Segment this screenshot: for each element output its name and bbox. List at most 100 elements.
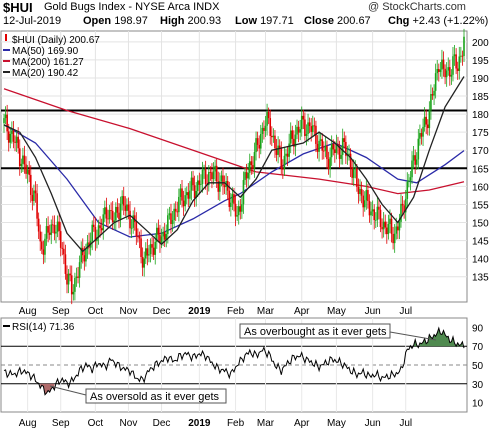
candle-body bbox=[55, 231, 57, 234]
candle-body bbox=[86, 242, 89, 250]
candle-body bbox=[379, 209, 382, 228]
candle-body bbox=[411, 160, 413, 178]
candle-body bbox=[107, 218, 109, 220]
candle-body bbox=[12, 130, 15, 142]
price-x-tick-label: Mar bbox=[257, 306, 275, 317]
candle-body bbox=[422, 126, 424, 137]
candle-body bbox=[181, 188, 183, 201]
oversold-callout-arrow bbox=[49, 385, 87, 396]
candle-body bbox=[428, 110, 431, 129]
candle-body bbox=[6, 114, 8, 132]
candle-body bbox=[170, 213, 172, 225]
candle-body bbox=[263, 127, 265, 131]
price-grid bbox=[1, 31, 467, 302]
candle-body bbox=[264, 125, 267, 131]
candle-body bbox=[382, 221, 385, 230]
candle-body bbox=[126, 204, 128, 211]
price-tick-label: 185 bbox=[472, 92, 489, 103]
quote-low: Low 197.71 bbox=[235, 15, 294, 27]
candle-body bbox=[163, 231, 166, 240]
candle-body bbox=[261, 127, 264, 134]
price-x-tick-label: Jul bbox=[399, 306, 412, 317]
candle-body bbox=[335, 144, 338, 154]
candle-body bbox=[343, 138, 346, 142]
candle-body bbox=[313, 125, 316, 127]
candle-body bbox=[398, 221, 401, 231]
quote-close-label: Close bbox=[304, 15, 334, 27]
candle-body bbox=[250, 161, 253, 166]
candle-body bbox=[122, 196, 125, 206]
candle-body bbox=[41, 241, 43, 250]
candle-body bbox=[118, 212, 120, 220]
candle-body bbox=[423, 116, 426, 127]
candle-body bbox=[64, 254, 67, 274]
candle-body bbox=[414, 155, 416, 165]
candle-body bbox=[412, 155, 415, 161]
price-x-tick-label: Sep bbox=[52, 306, 70, 317]
candle-body bbox=[52, 224, 54, 226]
candle-body bbox=[277, 145, 279, 155]
candle-body bbox=[434, 73, 437, 91]
candle-body bbox=[37, 218, 40, 232]
candle-body bbox=[193, 185, 196, 198]
candle-body bbox=[316, 143, 319, 152]
candle-body bbox=[11, 130, 13, 134]
candle-body bbox=[455, 54, 457, 69]
symbol-title: $HUI bbox=[3, 0, 33, 15]
candle-body bbox=[63, 248, 65, 255]
candle-body bbox=[403, 205, 405, 213]
candle-body bbox=[360, 188, 363, 196]
candle-body bbox=[144, 248, 147, 259]
candle-body bbox=[376, 206, 379, 220]
candle-body bbox=[280, 148, 283, 169]
candle-body bbox=[178, 196, 180, 213]
candle-body bbox=[154, 241, 157, 255]
candle-body bbox=[378, 206, 380, 210]
candle-body bbox=[463, 36, 465, 56]
rsi-grid bbox=[1, 318, 467, 412]
candle-body bbox=[318, 140, 320, 152]
candle-body bbox=[242, 180, 245, 205]
candle-body bbox=[31, 194, 34, 201]
candle-body bbox=[228, 190, 231, 207]
index-name: Gold Bugs Index - NYSE Arca INDX bbox=[44, 1, 220, 13]
candle-body bbox=[345, 141, 347, 156]
candle-body bbox=[100, 228, 103, 231]
quote-open: Open 198.97 bbox=[83, 15, 148, 27]
candle-body bbox=[162, 231, 164, 237]
candle-body bbox=[207, 172, 210, 186]
candle-body bbox=[187, 192, 190, 199]
quote-change: Chg +2.43 (+1.22%) bbox=[388, 15, 488, 27]
candle-body bbox=[433, 90, 435, 96]
candle-body bbox=[138, 236, 141, 239]
candle-body bbox=[211, 172, 213, 180]
ma50-line bbox=[3, 124, 465, 238]
candle-body bbox=[244, 172, 246, 181]
candle-body bbox=[159, 234, 161, 244]
candle-body bbox=[329, 157, 331, 169]
candle-body bbox=[341, 138, 344, 155]
candle-body bbox=[401, 203, 404, 206]
rsi-x-tick-label: 2019 bbox=[188, 418, 211, 429]
candle-body bbox=[83, 255, 86, 262]
rsi-x-tick-label: Jun bbox=[365, 418, 381, 429]
candle-body bbox=[61, 247, 64, 249]
price-tick-label: 165 bbox=[472, 164, 489, 175]
rsi-x-tick-label: Jul bbox=[399, 418, 412, 429]
price-x-tick-label: 2019 bbox=[188, 306, 211, 317]
candle-body bbox=[3, 118, 5, 124]
candle-body bbox=[29, 174, 32, 195]
candle-body bbox=[7, 131, 10, 143]
candle-body bbox=[203, 169, 205, 171]
candle-body bbox=[231, 194, 234, 203]
candle-body bbox=[209, 172, 212, 173]
candle-body bbox=[439, 69, 442, 72]
candle-body bbox=[390, 218, 393, 234]
candle-body bbox=[444, 68, 446, 78]
candle-body bbox=[97, 225, 100, 238]
candle-body bbox=[198, 180, 201, 185]
ma200-layer bbox=[3, 88, 465, 195]
candle-body bbox=[300, 115, 303, 130]
